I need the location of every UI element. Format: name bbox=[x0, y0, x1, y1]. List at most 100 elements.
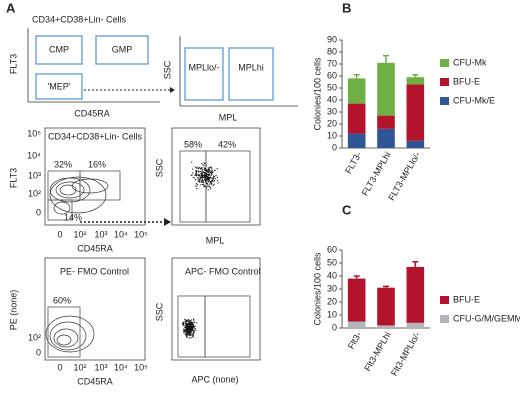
event-dot bbox=[192, 327, 194, 329]
gate-label: MPLlo/- bbox=[188, 62, 219, 72]
event-dot bbox=[199, 175, 201, 177]
event-dot bbox=[211, 181, 213, 183]
event-dot bbox=[207, 189, 209, 191]
event-dot bbox=[208, 181, 210, 183]
y-tick-label: 10² bbox=[28, 188, 41, 198]
event-dot bbox=[197, 166, 199, 168]
event-dot bbox=[211, 183, 213, 185]
event-dot bbox=[182, 322, 184, 324]
x-tick-label: 10² bbox=[73, 229, 86, 239]
event-dot bbox=[187, 319, 190, 321]
event-dot bbox=[187, 326, 190, 328]
error-bar bbox=[383, 54, 389, 63]
y-tick-label: 60 bbox=[327, 70, 337, 80]
event-dot bbox=[201, 174, 204, 177]
event-dot bbox=[207, 180, 209, 183]
event-dot bbox=[212, 170, 214, 172]
y-tick-label: 30 bbox=[327, 106, 337, 116]
event-dot bbox=[190, 174, 192, 177]
bar-segment bbox=[377, 287, 395, 326]
event-dot bbox=[200, 180, 203, 182]
panel-label: C bbox=[342, 202, 352, 217]
bar-segment bbox=[377, 128, 395, 148]
event-dot bbox=[207, 171, 209, 173]
event-dot bbox=[195, 329, 197, 331]
event-dot bbox=[195, 182, 198, 185]
event-dot bbox=[203, 162, 205, 164]
axis-label: MPL bbox=[219, 112, 238, 122]
x-tick-label: Flt3-MPLlo/- bbox=[389, 330, 422, 377]
event-dot bbox=[188, 332, 190, 334]
event-dot bbox=[204, 173, 206, 175]
event-dot bbox=[201, 172, 203, 174]
y-tick-label: 20 bbox=[327, 296, 337, 306]
y-tick-label: 10⁵ bbox=[27, 128, 41, 138]
event-dot bbox=[190, 332, 192, 334]
events bbox=[190, 161, 219, 191]
event-dot bbox=[217, 182, 219, 184]
bar-segment bbox=[377, 62, 395, 116]
bar-segment bbox=[347, 78, 366, 104]
axis-label: FLT3 bbox=[8, 54, 18, 74]
event-dot bbox=[188, 320, 190, 323]
event-dot bbox=[191, 161, 193, 163]
event-dot bbox=[211, 173, 213, 175]
event-dot bbox=[196, 170, 198, 172]
event-dot bbox=[201, 166, 203, 169]
x-tick-label: 10⁵ bbox=[134, 362, 148, 372]
event-dot bbox=[192, 330, 194, 332]
y-tick-label: 10² bbox=[28, 332, 41, 342]
y-tick-label: 0 bbox=[332, 142, 337, 152]
event-dot bbox=[203, 171, 206, 173]
event-dot bbox=[184, 329, 186, 331]
event-dot bbox=[201, 174, 203, 176]
event-dot bbox=[211, 167, 213, 169]
event-dot bbox=[185, 323, 188, 325]
event-dot bbox=[208, 168, 210, 170]
y-tick-label: 60 bbox=[327, 244, 337, 254]
event-dot bbox=[209, 185, 211, 188]
event-dot bbox=[211, 177, 213, 179]
axis-label: PE (none) bbox=[8, 290, 18, 331]
error-bar bbox=[353, 275, 360, 279]
bar-segment bbox=[406, 266, 425, 323]
bar-segment bbox=[347, 278, 366, 322]
event-dot bbox=[182, 323, 185, 325]
event-dot bbox=[207, 169, 209, 171]
gate bbox=[35, 73, 83, 100]
legend-label: CFU-Mk bbox=[453, 57, 487, 67]
event-dot bbox=[185, 328, 188, 330]
event-dot bbox=[204, 178, 206, 181]
events bbox=[182, 318, 197, 339]
arrow-head bbox=[164, 218, 171, 226]
schematic-title: CD34+CD38+Lin- Cells bbox=[32, 14, 127, 24]
event-dot bbox=[207, 175, 209, 178]
event-dot bbox=[201, 170, 203, 172]
event-dot bbox=[192, 176, 194, 179]
event-dot bbox=[204, 175, 207, 177]
event-dot bbox=[207, 184, 209, 186]
error-bar bbox=[353, 74, 360, 79]
event-dot bbox=[184, 323, 187, 325]
event-dot bbox=[189, 328, 191, 330]
gate-label: 58% bbox=[184, 139, 202, 149]
event-dot bbox=[200, 176, 202, 178]
plot-frame bbox=[44, 257, 146, 361]
event-dot bbox=[190, 337, 192, 339]
event-dot bbox=[195, 171, 198, 173]
y-axis-label: Colonies/100 cells bbox=[312, 252, 322, 326]
event-dot bbox=[190, 323, 192, 326]
plot-frame bbox=[44, 127, 146, 226]
axis-label: APC (none) bbox=[191, 374, 238, 384]
y-tick-label: 0 bbox=[36, 207, 41, 217]
y-tick-label: 90 bbox=[327, 34, 337, 44]
event-dot bbox=[214, 169, 216, 171]
event-dot bbox=[196, 185, 198, 187]
event-dot bbox=[212, 181, 214, 183]
event-dot bbox=[205, 174, 207, 176]
event-dot bbox=[182, 323, 184, 326]
panel-label: B bbox=[342, 0, 351, 15]
event-dot bbox=[200, 172, 202, 174]
event-dot bbox=[206, 169, 208, 171]
